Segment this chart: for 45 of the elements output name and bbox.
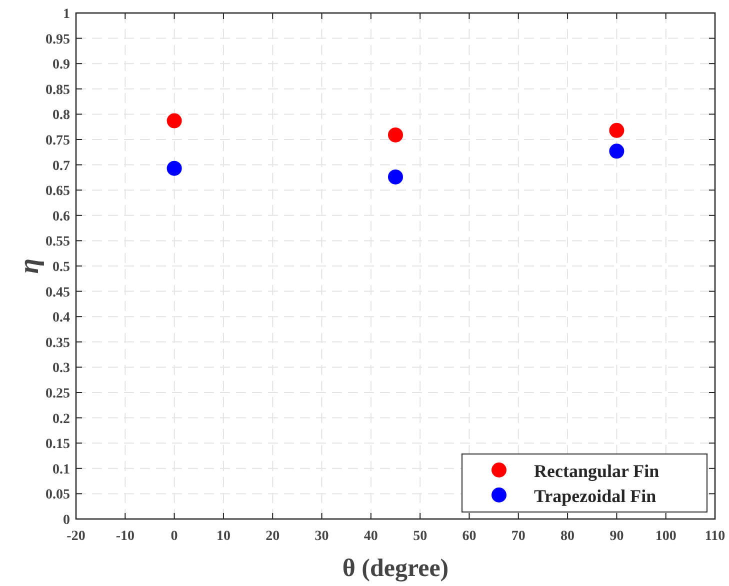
- x-tick-label: 80: [560, 529, 575, 544]
- y-tick-label: 0.3: [52, 361, 70, 376]
- y-tick-label: 0.6: [52, 209, 70, 224]
- y-tick-label: 0.95: [46, 32, 70, 48]
- y-tick-label: 0.4: [52, 310, 70, 326]
- y-tick-label: 0.5: [52, 260, 70, 275]
- y-tick-label: 0.05: [46, 488, 70, 503]
- x-tick-label: 10: [216, 529, 230, 544]
- x-tick-label: 70: [511, 529, 526, 544]
- y-tick-label: 0.45: [46, 285, 70, 300]
- x-tick-label: 0: [170, 529, 178, 544]
- y-tick-label: 0.1: [52, 462, 70, 478]
- x-axis-title: θ (degree): [342, 555, 449, 582]
- x-tick-label: -10: [116, 529, 134, 544]
- y-tick-label: 0.85: [46, 82, 70, 98]
- point: [388, 169, 403, 184]
- y-tick-label: 0.8: [52, 108, 70, 124]
- point: [166, 113, 182, 128]
- y-tick-label: 0.75: [46, 134, 70, 148]
- point: [166, 160, 182, 176]
- x-tick-label: -20: [66, 529, 86, 544]
- x-tick-label: 90: [610, 529, 624, 544]
- y-tick-label: 0.65: [46, 184, 70, 200]
- legend-label: Trapezoidal Fin: [534, 486, 656, 506]
- y-tick-label: 0.25: [46, 386, 70, 402]
- y-tick-label: 0.15: [46, 437, 70, 452]
- x-tick-label: 30: [314, 529, 329, 544]
- x-tick-label: 60: [462, 529, 476, 544]
- point: [388, 127, 403, 142]
- y-tick-label: 0.9: [52, 58, 70, 73]
- x-tick-label: 20: [266, 529, 280, 544]
- x-tick-label: 100: [655, 529, 676, 544]
- x-tick-label: 50: [413, 529, 428, 544]
- y-tick-label: 0.7: [52, 158, 70, 174]
- y-tick-label: 0.35: [46, 336, 70, 351]
- point: [609, 144, 624, 159]
- x-tick-label: 110: [704, 529, 726, 544]
- point: [609, 122, 624, 138]
- y-tick-label: 0.2: [52, 412, 70, 427]
- y-axis-title: η: [14, 258, 45, 274]
- y-tick-label: 0.55: [46, 234, 70, 250]
- y-tick-label: 1: [63, 7, 70, 22]
- x-tick-label: 40: [364, 529, 378, 544]
- legend-label: Rectangular Fin: [534, 461, 660, 481]
- y-tick-label: 0: [63, 513, 70, 528]
